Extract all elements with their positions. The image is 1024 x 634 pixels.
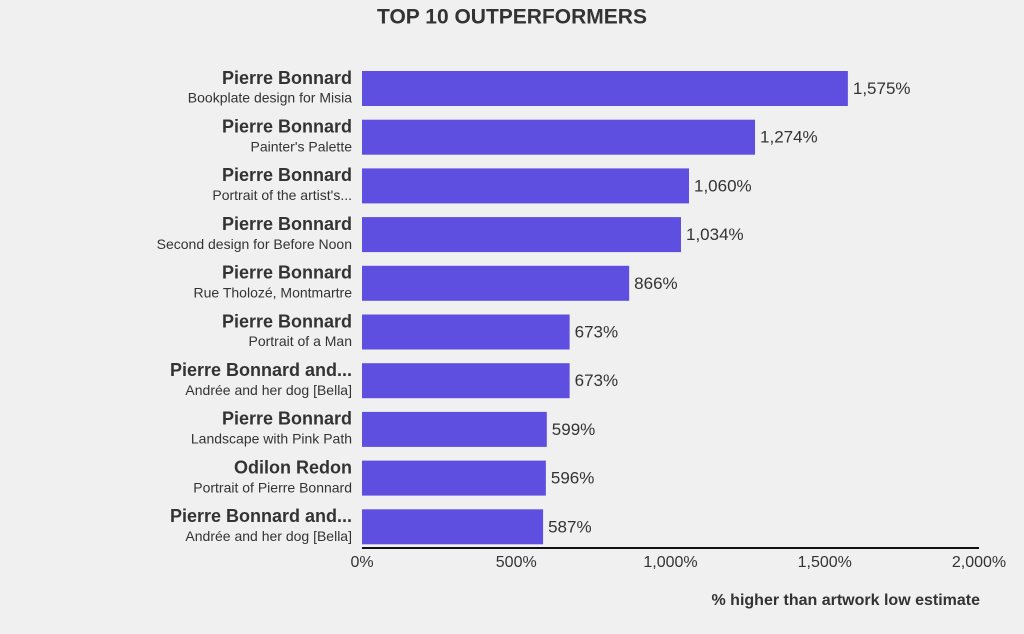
bar	[362, 119, 756, 155]
category-label: Pierre Bonnard and...	[170, 360, 352, 380]
x-tick-label: 2,000%	[952, 554, 1006, 571]
category-label: Odilon Redon	[234, 457, 352, 477]
artwork-label: Portrait of a Man	[249, 333, 353, 349]
category-label: Pierre Bonnard	[222, 409, 352, 429]
category-label: Pierre Bonnard	[222, 68, 352, 88]
artwork-label: Andrée and her dog [Bella]	[185, 528, 352, 544]
artwork-label: Rue Tholozé, Montmartre	[194, 285, 353, 301]
category-label: Pierre Bonnard	[222, 214, 352, 234]
x-axis-title: % higher than artwork low estimate	[712, 592, 981, 609]
artwork-label: Bookplate design for Misia	[188, 90, 352, 106]
bar	[362, 168, 690, 204]
bar	[362, 314, 570, 350]
bar	[362, 217, 681, 253]
artwork-label: Portrait of Pierre Bonnard	[193, 479, 352, 495]
artwork-label: Andrée and her dog [Bella]	[185, 382, 352, 398]
x-tick-label: 500%	[496, 554, 537, 571]
category-label: Pierre Bonnard	[222, 311, 352, 331]
value-label: 673%	[575, 371, 618, 390]
category-label: Pierre Bonnard	[222, 116, 352, 136]
value-label: 1,575%	[853, 79, 911, 98]
value-label: 599%	[552, 420, 595, 439]
value-label: 596%	[551, 469, 594, 488]
bar	[362, 265, 630, 301]
value-label: 673%	[575, 322, 618, 341]
artwork-label: Landscape with Pink Path	[191, 431, 352, 447]
bar	[362, 411, 547, 447]
bar	[362, 509, 544, 545]
value-label: 1,274%	[760, 128, 818, 147]
value-label: 587%	[548, 517, 591, 536]
value-label: 866%	[634, 274, 677, 293]
artwork-label: Portrait of the artist's...	[212, 187, 352, 203]
bar	[362, 460, 546, 496]
x-tick-label: 1,500%	[798, 554, 852, 571]
value-label: 1,034%	[686, 225, 744, 244]
chart-title: TOP 10 OUTPERFORMERS	[377, 6, 647, 29]
bar	[362, 71, 848, 106]
bar	[362, 363, 570, 399]
x-tick-label: 0%	[350, 554, 373, 571]
value-label: 1,060%	[694, 176, 752, 195]
category-label: Pierre Bonnard	[222, 165, 352, 185]
artwork-label: Second design for Before Noon	[157, 236, 352, 252]
x-tick-label: 1,000%	[643, 554, 697, 571]
category-label: Pierre Bonnard	[222, 263, 352, 283]
category-label: Pierre Bonnard and...	[170, 506, 352, 526]
artwork-label: Painter's Palette	[250, 138, 352, 154]
